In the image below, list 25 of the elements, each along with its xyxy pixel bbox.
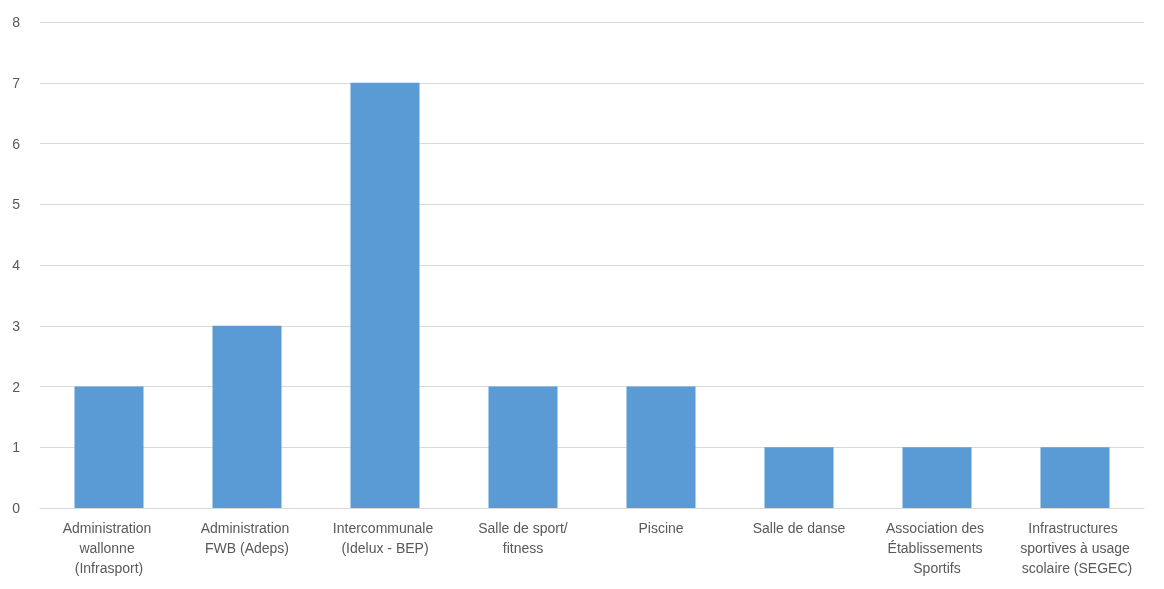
bar (350, 82, 420, 508)
x-tick-label: Association des Établissements Sportifs (886, 520, 988, 576)
y-tick-label: 5 (12, 196, 21, 213)
y-tick-label: 1 (12, 439, 21, 456)
bar (764, 447, 834, 508)
bar (74, 386, 144, 508)
y-tick-label: 8 (12, 14, 21, 30)
y-tick-label: 4 (12, 257, 21, 273)
y-tick-label: 6 (12, 135, 21, 152)
y-tick-label: 0 (12, 500, 21, 516)
x-tick-label: Piscine (638, 520, 684, 536)
bar (626, 386, 696, 508)
x-tick-label: Administration wallonne (Infrasport) (62, 520, 156, 576)
bar (902, 447, 972, 508)
x-tick-label: Administration FWB (Adeps) (200, 520, 294, 556)
x-tick-label: Infrastructures sportives à usage scolaire (SEGEC) (1017, 520, 1133, 576)
bar (1040, 447, 1110, 508)
x-tick-label: Salle de sport/fitness (478, 520, 568, 556)
y-tick-label: 7 (12, 74, 21, 91)
bar (212, 325, 282, 508)
y-tick-label: 3 (12, 317, 21, 334)
x-tick-label: Intercommunale (Idelux - BEP) (332, 520, 438, 556)
y-tick-label: 2 (12, 378, 21, 395)
x-tick-label: Salle de danse (752, 520, 846, 536)
bar (488, 386, 558, 508)
